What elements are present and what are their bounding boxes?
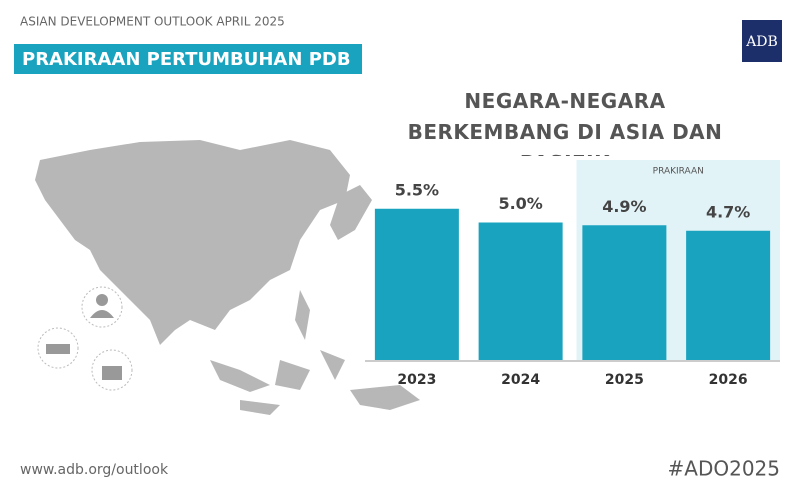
header: ASIAN DEVELOPMENT OUTLOOK APRIL 2025 [20, 15, 285, 29]
bar [686, 230, 771, 360]
icon-person-head [96, 294, 108, 306]
logo-bg [742, 20, 782, 62]
chart-title-box: NEGARA-NEGARA BERKEMBANG DI ASIA DAN PAS… [407, 89, 723, 156]
category-label: 2025 [605, 372, 644, 388]
asia-landmass [35, 140, 350, 345]
japan [330, 185, 372, 240]
chart-title: NEGARA-NEGARA BERKEMBANG DI ASIA DAN PAS… [407, 89, 723, 156]
category-label: 2024 [501, 372, 540, 388]
forecast-label: PRAKIRAAN [653, 167, 704, 177]
value-label: 5.5% [395, 180, 439, 199]
philippines [295, 290, 310, 340]
value-label: 5.0% [498, 194, 542, 213]
bar [374, 208, 459, 360]
banner: PRAKIRAAN PERTUMBUHAN PDB [22, 49, 351, 70]
icon-person [81, 286, 123, 328]
value-label: 4.9% [602, 197, 646, 216]
icons [37, 286, 133, 391]
hashtag: #ADO2025 [668, 457, 780, 481]
bar [478, 222, 563, 360]
footer-url: www.adb.org/outlook [20, 462, 169, 478]
chart: PRAKIRAAN 5.5% 2023 5.0% 2024 4.9% 2025 4.7% 202… [365, 160, 780, 388]
value-label: 4.7% [706, 202, 750, 221]
icon-person-body [90, 310, 114, 318]
category-label: 2023 [397, 372, 436, 388]
map [35, 140, 420, 415]
banner-bg [14, 44, 362, 74]
icon-coins-stack [102, 366, 122, 380]
bar [582, 225, 667, 360]
islands [210, 350, 420, 415]
icon-ship-body [46, 344, 70, 354]
category-label: 2026 [709, 372, 748, 388]
logo: ADB [745, 34, 778, 50]
